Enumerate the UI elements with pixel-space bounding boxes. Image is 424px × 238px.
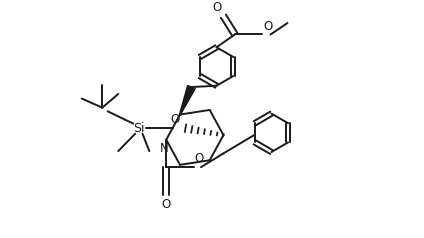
Polygon shape — [180, 85, 195, 115]
Text: O: O — [212, 1, 221, 14]
Text: N: N — [159, 142, 168, 154]
Text: Si: Si — [133, 122, 145, 135]
Text: O: O — [171, 114, 180, 126]
Text: O: O — [195, 152, 204, 165]
Text: O: O — [162, 198, 171, 211]
Text: O: O — [263, 20, 273, 33]
